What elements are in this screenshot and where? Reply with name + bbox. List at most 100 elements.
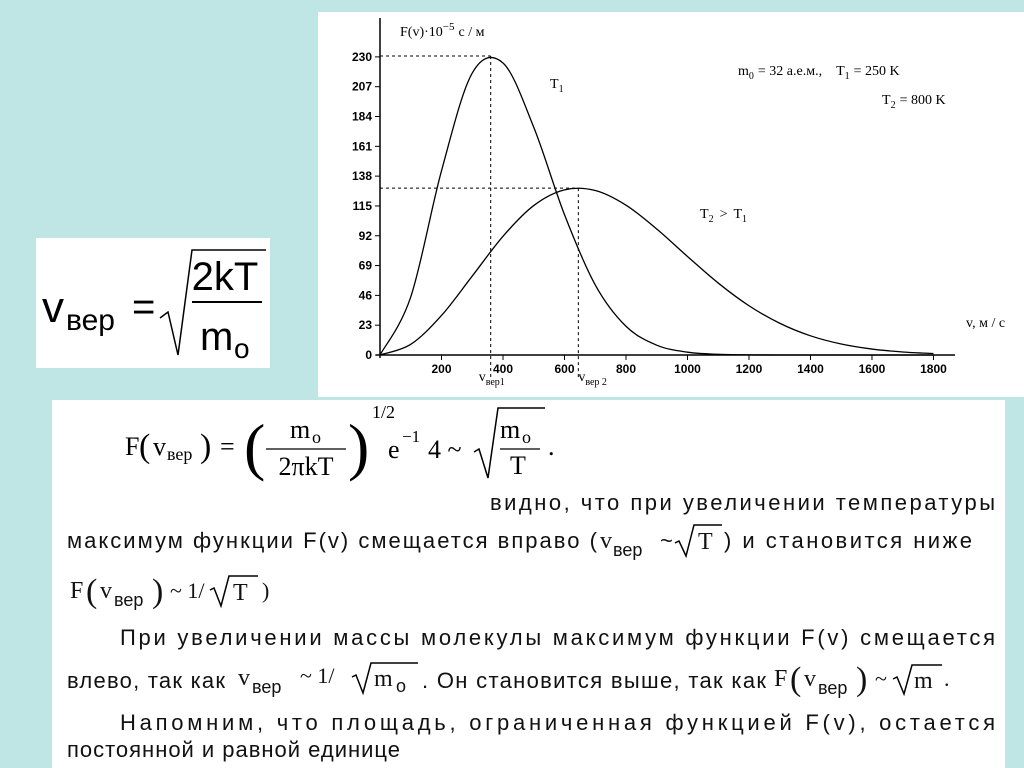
subscript: вер — [818, 678, 847, 698]
x-tick-label: 1600 — [859, 362, 886, 376]
radical — [209, 575, 258, 609]
relation: > — [720, 207, 728, 222]
tilde: ~ — [875, 666, 887, 691]
x-axis-label: v, м / с — [966, 316, 1005, 331]
subscript: вер — [66, 304, 115, 337]
text-line: видно, что при увеличении температуры — [490, 490, 995, 515]
symbol: m — [374, 666, 393, 692]
subscript: o — [312, 427, 321, 447]
paren: ) — [856, 661, 867, 698]
symbol: v — [153, 432, 166, 461]
radical — [674, 524, 722, 559]
subscript: вер — [613, 540, 642, 560]
denominator: T — [510, 451, 526, 480]
superscript: 1/2 — [372, 402, 395, 422]
subscript: 1 — [559, 84, 564, 95]
text-line: влево, так как — [67, 668, 225, 693]
period: . — [944, 666, 950, 691]
y-tick-label: 207 — [352, 80, 372, 94]
denominator: m — [200, 315, 233, 359]
y-tick-label: 69 — [359, 259, 373, 273]
paren: ( — [86, 573, 97, 610]
text: = 32 а.е.м., — [758, 64, 822, 79]
symbol: F — [774, 666, 787, 692]
text: = 800 K — [900, 93, 946, 108]
subscript: 1 — [845, 71, 850, 82]
expression: ~ 1/ — [300, 663, 335, 688]
chart-panel — [318, 12, 1024, 397]
subscript: вер — [167, 444, 192, 464]
text-line: максимум функции F(v) смещается вправо ( — [67, 528, 598, 553]
y-tick-label: 230 — [352, 50, 372, 64]
radical — [159, 249, 266, 356]
params: T2 = 800 K — [882, 93, 946, 111]
curve-label: T2 > T1 — [700, 207, 747, 225]
symbol: v — [42, 283, 64, 332]
denominator: 2πkT — [278, 452, 333, 481]
symbol: T — [733, 207, 742, 222]
label-sup: −5 — [443, 21, 455, 33]
symbol: F — [70, 578, 83, 604]
text-line: . Он становится выше, так как — [422, 668, 766, 693]
symbol: m — [914, 668, 933, 694]
symbol: T — [233, 580, 248, 606]
subscript: o — [396, 676, 406, 696]
equals: = — [220, 432, 235, 461]
numerator: m — [500, 415, 520, 444]
x-tick-label: 600 — [554, 362, 574, 376]
paren: ) — [262, 578, 269, 603]
text-line: При увеличении массы молекулы максимум ф… — [120, 625, 995, 650]
subscript: 1 — [742, 214, 747, 225]
chart: 0 23 46 69 92 115 138 161 184 207 230 200 400 600 800 1… — [352, 18, 1005, 388]
subscript: 2 — [709, 214, 714, 225]
text-panel — [52, 400, 1005, 768]
tilde: ~ — [660, 528, 673, 553]
subscript: o — [522, 427, 531, 447]
subscript: o — [234, 333, 250, 364]
x-tick-label: 1400 — [797, 362, 824, 376]
paren: ) — [200, 428, 211, 465]
symbol: T — [836, 64, 845, 79]
x-tick-label: 1800 — [920, 362, 947, 376]
x-tick-label: 1200 — [736, 362, 763, 376]
equals: = — [132, 285, 155, 329]
y-tick-label: 138 — [352, 169, 372, 183]
peak-label: vвер 2 — [578, 370, 607, 388]
x-tick-label: 1000 — [674, 362, 701, 376]
radical — [892, 664, 942, 697]
subscript: 2 — [891, 100, 896, 111]
y-tick-label: 92 — [359, 229, 373, 243]
y-axis-label: F(v)·10−5 с / м — [400, 21, 485, 40]
radical — [351, 662, 418, 696]
text-line: постоянной и равной единице — [67, 737, 400, 762]
params: m0 = 32 а.е.м., T1 = 250 K — [738, 64, 900, 82]
formula-box: v вер = 2kT m o — [42, 249, 266, 364]
symbol: T — [700, 207, 709, 222]
symbol: v — [479, 370, 486, 385]
subscript: вер — [114, 590, 143, 610]
symbol: v — [600, 528, 612, 554]
y-tick-label: 23 — [359, 318, 373, 332]
y-tick-label: 0 — [365, 348, 372, 362]
expression: ~ 1/ — [170, 578, 205, 603]
subscript: вер1 — [486, 377, 505, 388]
paren: ) — [348, 411, 369, 482]
formula: F ( v вер ) = ( m o 2πkT ) 1/2 e −1 4 ~ … — [125, 402, 555, 482]
numerator: m — [290, 415, 310, 444]
period: . — [548, 432, 555, 461]
symbol: F — [125, 432, 139, 461]
curve-label: T1 — [550, 77, 564, 95]
paren: ( — [790, 661, 801, 698]
symbol: v — [238, 665, 250, 691]
text: = 250 K — [854, 64, 900, 79]
superscript: −1 — [402, 427, 420, 446]
symbol: v — [578, 370, 585, 385]
symbol: T — [550, 77, 559, 92]
subscript: вер 2 — [585, 377, 607, 388]
subscript: вер — [252, 677, 281, 697]
paren: ( — [244, 411, 265, 482]
line — [379, 56, 934, 356]
peak-label: vвер1 — [479, 370, 505, 388]
paren: ( — [139, 428, 150, 465]
